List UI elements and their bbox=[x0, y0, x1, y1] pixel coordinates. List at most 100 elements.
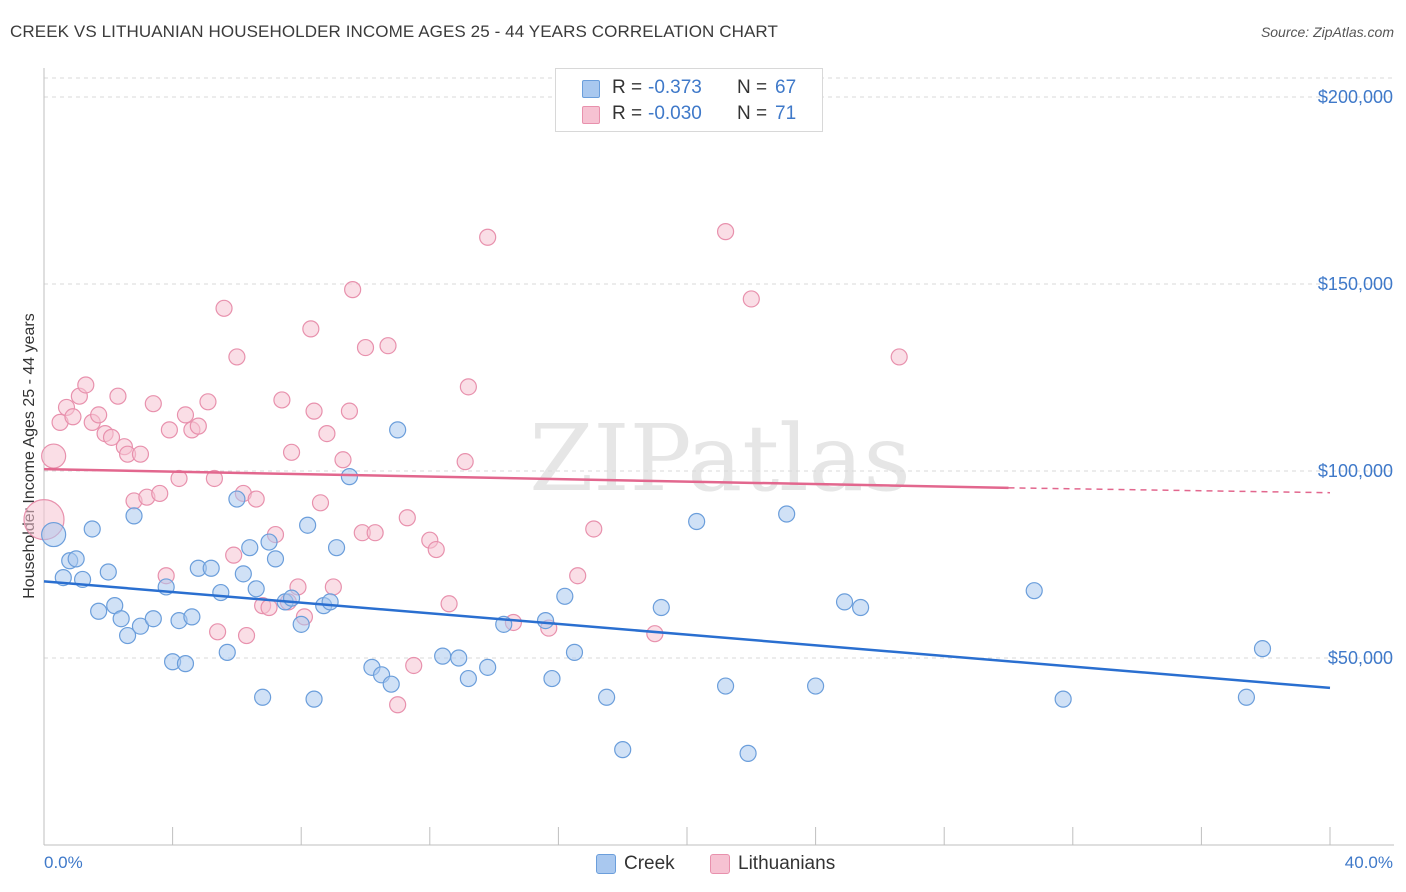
creek-point bbox=[299, 516, 317, 534]
creek-point bbox=[1253, 640, 1272, 658]
lithuanians-point bbox=[585, 520, 603, 538]
lithuanians-trendline-extension bbox=[1008, 487, 1331, 494]
lithuanians-point bbox=[41, 443, 67, 469]
lithuanians-point bbox=[311, 494, 330, 512]
legend-r-label: R = bbox=[612, 77, 643, 98]
lithuanians-point bbox=[366, 524, 384, 542]
legend-row-lithuanians: R = -0.030 N = 71 bbox=[556, 101, 822, 127]
legend-n-label: N = bbox=[737, 103, 768, 124]
y-tick-label: $150,000 bbox=[1318, 274, 1393, 294]
x-tick-label: 0.0% bbox=[44, 853, 83, 872]
creek-point bbox=[565, 643, 584, 661]
lithuanians-point bbox=[215, 299, 233, 317]
lithuanians-point bbox=[205, 469, 223, 488]
creek-point bbox=[260, 533, 278, 551]
lithuanians-point bbox=[260, 598, 278, 617]
creek-point bbox=[292, 615, 310, 633]
lithuanians-point bbox=[334, 451, 352, 469]
creek-point bbox=[218, 643, 236, 661]
creek-point bbox=[144, 610, 162, 628]
lithuanians-point bbox=[282, 443, 301, 461]
creek-point bbox=[112, 610, 130, 628]
creek-point bbox=[176, 655, 195, 673]
creek-point bbox=[202, 559, 220, 577]
lithuanians-point bbox=[302, 320, 320, 338]
lithuanians-point bbox=[160, 421, 178, 439]
x-tick-label: 40.0% bbox=[1345, 853, 1393, 872]
lithuanians-point bbox=[237, 626, 256, 645]
lithuanians-point bbox=[356, 338, 375, 357]
source-label: Source: ZipAtlas.com bbox=[1260, 24, 1394, 40]
creek-point bbox=[459, 669, 477, 688]
creek-point bbox=[67, 550, 85, 568]
lithuanians-point bbox=[131, 445, 150, 463]
creek-point bbox=[241, 539, 259, 557]
creek-point bbox=[266, 550, 285, 568]
y-axis-label: Householder Income Ages 25 - 44 years bbox=[21, 313, 38, 599]
lithuanians-point bbox=[398, 509, 416, 527]
creek-point bbox=[598, 688, 616, 706]
lithuanians-point bbox=[646, 625, 664, 643]
creek-point bbox=[389, 421, 407, 439]
creek-point bbox=[212, 583, 230, 602]
creek-point bbox=[556, 587, 574, 605]
lithuanians-point bbox=[742, 290, 760, 308]
creek-trendline bbox=[43, 580, 1331, 690]
lithuanians-point bbox=[77, 376, 95, 394]
creek-point bbox=[125, 507, 143, 525]
creek-point bbox=[1025, 582, 1043, 600]
creek-point bbox=[90, 602, 108, 620]
lithuanians-point bbox=[273, 391, 291, 409]
creek-point bbox=[852, 598, 870, 617]
lithuanians-point bbox=[890, 348, 908, 366]
watermark: ZIPatlas bbox=[529, 405, 910, 512]
creek-point bbox=[83, 520, 101, 538]
lithuanians-point bbox=[109, 387, 127, 405]
legend-n-value: 71 bbox=[775, 103, 797, 124]
creek-point bbox=[806, 677, 825, 695]
creek-point bbox=[434, 647, 452, 665]
legend-r-label: R = bbox=[612, 103, 643, 124]
lithuanians-point bbox=[405, 656, 423, 675]
lithuanians-point bbox=[225, 546, 243, 564]
lithuanians-point bbox=[64, 408, 82, 426]
lithuanians-point bbox=[228, 348, 246, 366]
creek-point bbox=[716, 677, 735, 695]
lithuanians-point bbox=[389, 696, 407, 714]
creek-point bbox=[536, 611, 555, 630]
creek-swatch bbox=[582, 80, 600, 98]
creek-point bbox=[1054, 690, 1072, 708]
creek-swatch bbox=[596, 854, 616, 874]
legend-label-lithuanians: Lithuanians bbox=[738, 853, 836, 874]
creek-point bbox=[778, 505, 796, 523]
lithuanians-point bbox=[102, 428, 121, 446]
y-tick-label: $200,000 bbox=[1318, 87, 1393, 107]
creek-point bbox=[835, 593, 854, 611]
lithuanians-point bbox=[344, 281, 362, 299]
lithuanians-point bbox=[189, 417, 207, 435]
chart-title: CREEK VS LITHUANIAN HOUSEHOLDER INCOME A… bbox=[10, 22, 778, 41]
lithuanians-swatch bbox=[582, 106, 600, 124]
creek-point bbox=[327, 539, 346, 557]
creek-point bbox=[118, 626, 137, 645]
creek-point bbox=[41, 521, 67, 548]
lithuanians-point bbox=[459, 378, 477, 396]
creek-point bbox=[321, 593, 339, 611]
legend-r-value: -0.030 bbox=[648, 103, 702, 124]
lithuanians-point bbox=[247, 490, 265, 508]
lithuanians-point bbox=[569, 567, 587, 585]
y-tick-label: $50,000 bbox=[1328, 648, 1393, 668]
series-legend: Creek Lithuanians bbox=[0, 852, 1406, 878]
creek-point bbox=[739, 744, 757, 762]
lithuanians-point bbox=[170, 469, 188, 488]
creek-point bbox=[99, 563, 117, 581]
creek-point bbox=[282, 589, 301, 607]
lithuanians-point bbox=[324, 578, 342, 596]
creek-point bbox=[450, 649, 468, 667]
legend-r-value: -0.373 bbox=[648, 77, 702, 98]
lithuanians-point bbox=[379, 337, 397, 355]
lithuanians-point bbox=[151, 484, 169, 503]
creek-point bbox=[479, 658, 497, 676]
lithuanians-swatch bbox=[710, 854, 730, 874]
creek-point bbox=[688, 512, 706, 531]
